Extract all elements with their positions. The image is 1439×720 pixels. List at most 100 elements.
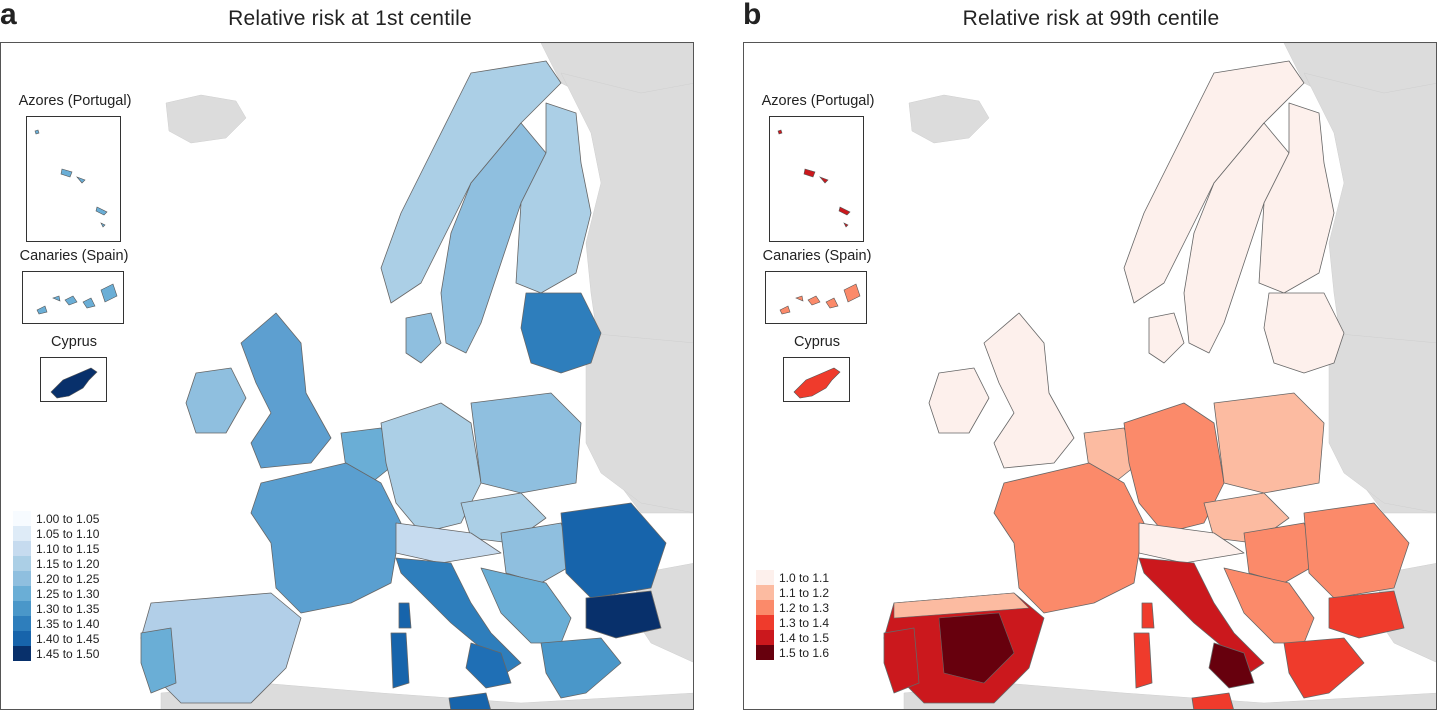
azores-inset-label: Azores (Portugal) [18,93,132,109]
cyprus-inset-label: Cyprus [51,334,97,350]
legend-swatch [13,541,31,556]
legend-label: 1.2 to 1.3 [779,600,830,615]
cyprus-island [793,367,841,399]
map-frame: Azores (Portugal) Canaries (Spain) Cypru… [0,42,694,710]
legend-item: 1.25 to 1.30 [13,586,99,601]
panel-b: b Relative risk at 99th centile Azores (… [743,0,1439,720]
legend-item: 1.05 to 1.10 [13,526,99,541]
legend-item: 1.20 to 1.25 [13,571,99,586]
canaries-island-4 [825,297,839,309]
region-finland [1258,102,1335,294]
legend-swatch [13,601,31,616]
azores-inset [26,116,121,242]
region-germany [1123,402,1225,534]
panel-a: a Relative risk at 1st centile Azores (P… [0,0,700,720]
legend-swatch [13,511,31,526]
azores-island-5 [843,222,849,228]
legend-item: 1.45 to 1.50 [13,646,99,661]
region-balkans [480,567,572,644]
region-france [993,462,1145,614]
legend-item: 1.15 to 1.20 [13,556,99,571]
region-greece [540,637,622,699]
cyprus-inset-label: Cyprus [794,334,840,350]
canaries-island-2 [795,295,804,302]
legend-item: 1.2 to 1.3 [756,600,829,615]
legend-swatch [13,526,31,541]
canaries-islands [36,283,118,315]
cyprus-inset [783,357,850,402]
panel-title: Relative risk at 99th centile [962,7,1220,30]
region-sardinia [390,632,410,689]
legend-item: 1.10 to 1.15 [13,541,99,556]
canaries-inset-label: Canaries (Spain) [762,248,872,264]
region-ireland [928,367,990,434]
legend-swatch [756,570,774,585]
azores-island-2 [60,168,73,178]
land-belarus-ukraine [1328,332,1436,513]
legend-swatch [756,585,774,600]
legend-item: 1.30 to 1.35 [13,601,99,616]
azores-islands [34,129,108,228]
legend-label: 1.00 to 1.05 [36,511,100,526]
legend-label: 1.05 to 1.10 [36,526,100,541]
region-norway [1123,60,1305,304]
land-africa [903,682,1436,709]
legend-label: 1.10 to 1.15 [36,541,100,556]
land-africa [160,682,693,709]
legend-swatch [13,556,31,571]
region-italy-south [1208,642,1255,689]
cyprus-island-1 [793,367,841,399]
legend-swatch [756,645,774,660]
region-romania [560,502,667,599]
region-iberia-north [893,592,1030,619]
region-italy-south [465,642,512,689]
region-sicily [1191,692,1234,709]
region-portugal [140,627,177,694]
legend-label: 1.45 to 1.50 [36,646,100,661]
legend-item: 1.1 to 1.2 [756,585,829,600]
legend-item: 1.00 to 1.05 [13,511,99,526]
region-sicily [448,692,491,709]
legend-label: 1.3 to 1.4 [779,615,830,630]
azores-islands [777,129,851,228]
legend-item: 1.4 to 1.5 [756,630,829,645]
legend-label: 1.30 to 1.35 [36,601,100,616]
legend-item: 1.0 to 1.1 [756,570,829,585]
canaries-island-1 [779,305,791,315]
region-denmark [405,312,442,364]
legend-label: 1.4 to 1.5 [779,630,830,645]
land-iceland [165,94,247,144]
azores-inset [769,116,864,242]
canaries-inset [22,271,124,324]
region-alps [1138,522,1245,564]
canaries-island-3 [807,295,821,306]
azores-inset-label: Azores (Portugal) [761,93,875,109]
legend-label: 1.1 to 1.2 [779,585,830,600]
legend-swatch [13,646,31,661]
region-alps [395,522,502,564]
legend-label: 1.25 to 1.30 [36,586,100,601]
legend-swatch [756,600,774,615]
legend-swatch [756,615,774,630]
legend-label: 1.0 to 1.1 [779,570,830,585]
region-balkans [1223,567,1315,644]
legend-label: 1.20 to 1.25 [36,571,100,586]
canaries-inset [765,271,867,324]
region-norway [380,60,562,304]
canaries-island-4 [82,297,96,309]
region-hungary [1243,522,1320,584]
region-uk [983,312,1075,469]
europe-map [140,43,693,709]
canaries-island-5 [843,283,861,303]
region-poland [470,392,582,494]
legend-label: 1.35 to 1.40 [36,616,100,631]
canaries-islands [779,283,861,315]
region-france [250,462,402,614]
region-greece [1283,637,1365,699]
region-iberia-core [938,612,1015,684]
land-belarus-ukraine [585,332,693,513]
canaries-island-1 [36,305,48,315]
europe-map [883,43,1436,709]
panel-letter: a [0,0,17,31]
azores-island-2 [803,168,816,178]
